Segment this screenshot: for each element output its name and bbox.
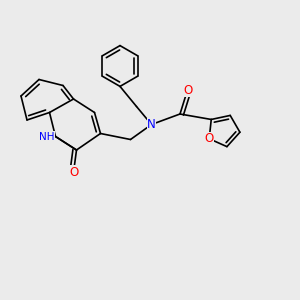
Text: O: O (205, 132, 214, 145)
Text: O: O (183, 83, 192, 97)
Text: O: O (69, 166, 78, 179)
Text: NH: NH (38, 131, 54, 142)
Text: N: N (147, 118, 156, 131)
